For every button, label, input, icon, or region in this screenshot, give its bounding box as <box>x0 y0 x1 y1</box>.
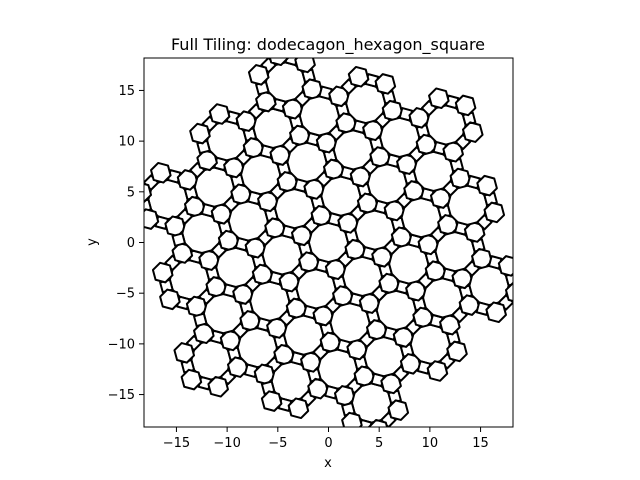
y-tick-label: 5 <box>127 185 135 200</box>
hexagon-tile <box>144 182 153 204</box>
square-tile <box>193 312 208 328</box>
hexagon-tile <box>173 342 196 364</box>
hexagon-tile <box>207 375 229 398</box>
hexagon-tile <box>347 65 370 88</box>
y-tick-label: −5 <box>116 287 135 302</box>
hexagon-tile <box>387 399 410 421</box>
y-tick-label: −15 <box>108 388 135 403</box>
hexagon-tile <box>446 340 468 363</box>
x-tick-label: 15 <box>472 436 489 451</box>
hexagon-tile <box>150 161 172 184</box>
x-tick-label: −15 <box>163 436 190 451</box>
y-tick-label: −10 <box>108 337 135 352</box>
hexagon-tile <box>497 255 513 277</box>
square-tile <box>420 99 438 117</box>
hexagon-tile <box>208 103 231 125</box>
hexagon-tile <box>428 87 450 110</box>
x-axis: −15 −10 −5 0 5 10 15 <box>163 427 489 451</box>
hexagon-tile <box>287 397 310 420</box>
y-tick-label: 15 <box>118 84 135 99</box>
square-tile <box>398 107 414 122</box>
square-tile <box>318 85 333 100</box>
square-tile <box>171 232 186 247</box>
x-tick-label: −10 <box>213 436 240 451</box>
hexagon-tile <box>159 288 181 311</box>
plot-title: Full Tiling: dodecagon_hexagon_square <box>171 35 485 55</box>
tile-group <box>144 58 513 427</box>
square-tile <box>196 139 211 155</box>
square-tile <box>255 80 270 96</box>
hexagon-tile <box>461 121 484 143</box>
hexagon-tile <box>504 281 513 303</box>
square-tile <box>247 103 265 120</box>
hexagon-tile <box>367 418 389 427</box>
hexagon-tile <box>247 64 270 86</box>
hexagon-tile <box>426 360 449 382</box>
y-axis-label: y <box>85 238 100 246</box>
x-tick-label: 5 <box>375 436 383 451</box>
square-tile <box>466 174 481 190</box>
hexagon-tile <box>189 122 211 145</box>
y-tick-label: 10 <box>118 135 135 150</box>
hexagon-tile <box>374 73 397 95</box>
hexagon-tile <box>144 208 160 230</box>
hexagon-tile <box>483 201 506 224</box>
hexagon-tile <box>151 261 174 284</box>
x-tick-label: 10 <box>422 436 439 451</box>
x-axis-label: x <box>324 456 332 471</box>
square-tile <box>488 255 503 270</box>
y-axis: −15 −10 −5 0 5 10 15 <box>108 84 144 403</box>
hexagon-tile <box>294 58 316 74</box>
hexagon-tile <box>485 301 507 324</box>
hexagon-tile <box>476 174 498 197</box>
x-tick-label: 0 <box>324 436 332 451</box>
hexagon-tile <box>454 94 477 117</box>
hexagon-tile <box>268 58 290 67</box>
hexagon-tile <box>341 411 363 427</box>
hexagon-tile <box>260 390 283 412</box>
hexagon-tile <box>180 368 203 391</box>
y-tick-label: 0 <box>127 236 135 251</box>
x-tick-label: −5 <box>268 436 287 451</box>
